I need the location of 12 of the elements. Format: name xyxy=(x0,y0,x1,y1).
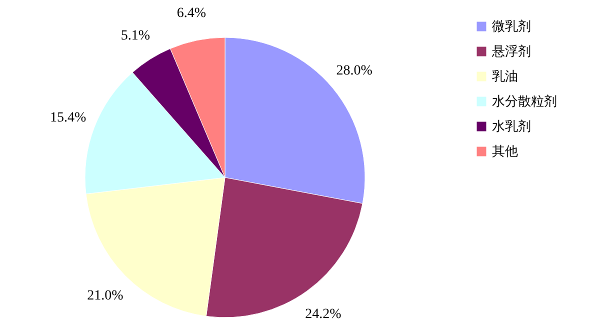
data-label: 21.0% xyxy=(87,288,124,304)
data-label: 6.4% xyxy=(176,6,206,21)
data-label: 15.4% xyxy=(50,110,87,126)
legend-label: 乳油 xyxy=(492,70,518,84)
legend-label: 其他 xyxy=(492,144,518,160)
legend-label: 微乳剂 xyxy=(492,18,531,34)
data-label: 5.1% xyxy=(120,28,150,44)
data-label: 28.0% xyxy=(336,63,373,78)
data-label: 24.2% xyxy=(305,306,342,321)
legend-label: 水分散粒剂 xyxy=(492,94,557,110)
legend-label: 悬浮剂 xyxy=(491,44,531,60)
legend-label: 水乳剂 xyxy=(492,118,531,134)
